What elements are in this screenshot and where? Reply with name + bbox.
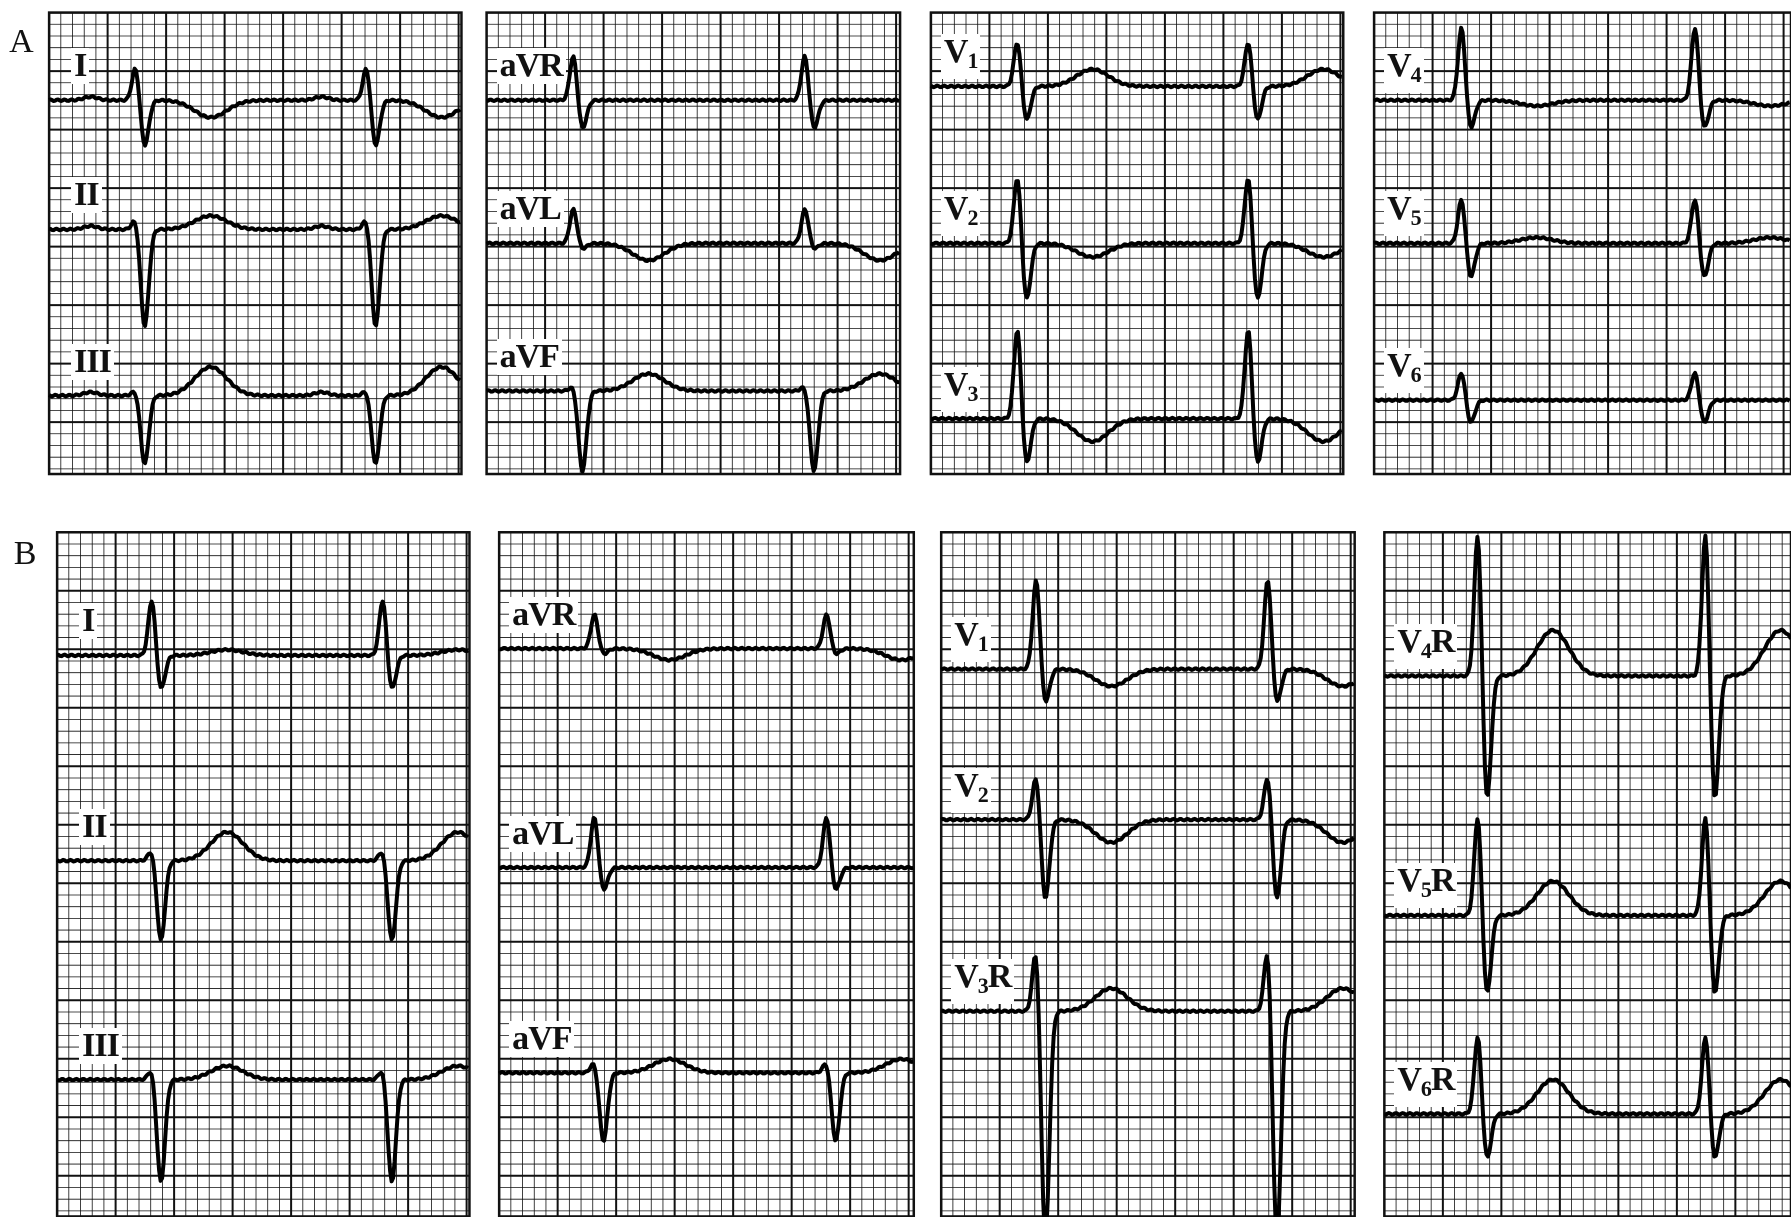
ecg-trace bbox=[1373, 197, 1791, 279]
lead-label: V5 bbox=[1384, 191, 1424, 237]
lead-label: aVL bbox=[496, 191, 564, 228]
ecg-trace bbox=[498, 816, 914, 892]
lead-label: V1 bbox=[951, 617, 991, 663]
ecg-trace bbox=[940, 777, 1356, 900]
lead-label: I bbox=[79, 603, 98, 640]
lead-label: II bbox=[71, 177, 102, 214]
lead-label: V6 bbox=[1384, 348, 1424, 394]
ecg-trace bbox=[55, 829, 469, 942]
ecg-trace bbox=[48, 213, 461, 328]
ecg-trace bbox=[485, 206, 901, 263]
lead-label: V6R bbox=[1394, 1061, 1458, 1107]
lead-label: V3R bbox=[951, 959, 1015, 1005]
lead-label: aVR bbox=[496, 48, 566, 85]
panel-frame bbox=[939, 531, 1356, 1217]
lead-label: III bbox=[79, 1027, 122, 1064]
ecg-trace bbox=[930, 329, 1343, 464]
lead-label: V4 bbox=[1384, 48, 1424, 94]
ecg-trace bbox=[486, 53, 900, 130]
lead-label: V3 bbox=[940, 366, 981, 412]
ecg-trace bbox=[498, 612, 914, 663]
ecg-trace bbox=[1383, 533, 1791, 798]
panel-frame bbox=[497, 531, 916, 1217]
lead-label: I bbox=[71, 48, 90, 85]
ecg-trace bbox=[48, 66, 462, 148]
panel-frame bbox=[55, 531, 471, 1217]
lead-label: aVL bbox=[509, 815, 577, 852]
panel-label: B bbox=[13, 534, 37, 572]
panel-frame bbox=[47, 11, 463, 476]
lead-label: V1 bbox=[940, 34, 981, 80]
lead-label: V5R bbox=[1394, 863, 1458, 909]
panel-label: A bbox=[9, 22, 34, 60]
ecg-trace bbox=[56, 1063, 469, 1184]
ecg-trace bbox=[929, 42, 1343, 121]
ecg-trace bbox=[47, 364, 462, 466]
lead-label: III bbox=[71, 343, 114, 380]
lead-label: V2 bbox=[940, 191, 981, 237]
lead-label: aVR bbox=[509, 596, 579, 633]
ecg-trace bbox=[56, 599, 469, 689]
lead-label: aVF bbox=[496, 338, 562, 375]
lead-label: V2 bbox=[951, 767, 991, 813]
lead-label: aVF bbox=[509, 1020, 575, 1057]
ecg-trace bbox=[1383, 1035, 1791, 1159]
ecg-trace bbox=[1372, 25, 1791, 130]
ecg-trace bbox=[485, 371, 900, 474]
ecg-trace bbox=[1383, 816, 1791, 994]
ecg-trace bbox=[940, 954, 1355, 1217]
lead-label: II bbox=[79, 808, 110, 845]
ecg-trace bbox=[1373, 370, 1791, 424]
ecg-trace bbox=[940, 578, 1355, 704]
ecg-trace bbox=[498, 1056, 914, 1143]
lead-label: V4R bbox=[1394, 623, 1458, 669]
ecg-trace bbox=[929, 178, 1343, 300]
